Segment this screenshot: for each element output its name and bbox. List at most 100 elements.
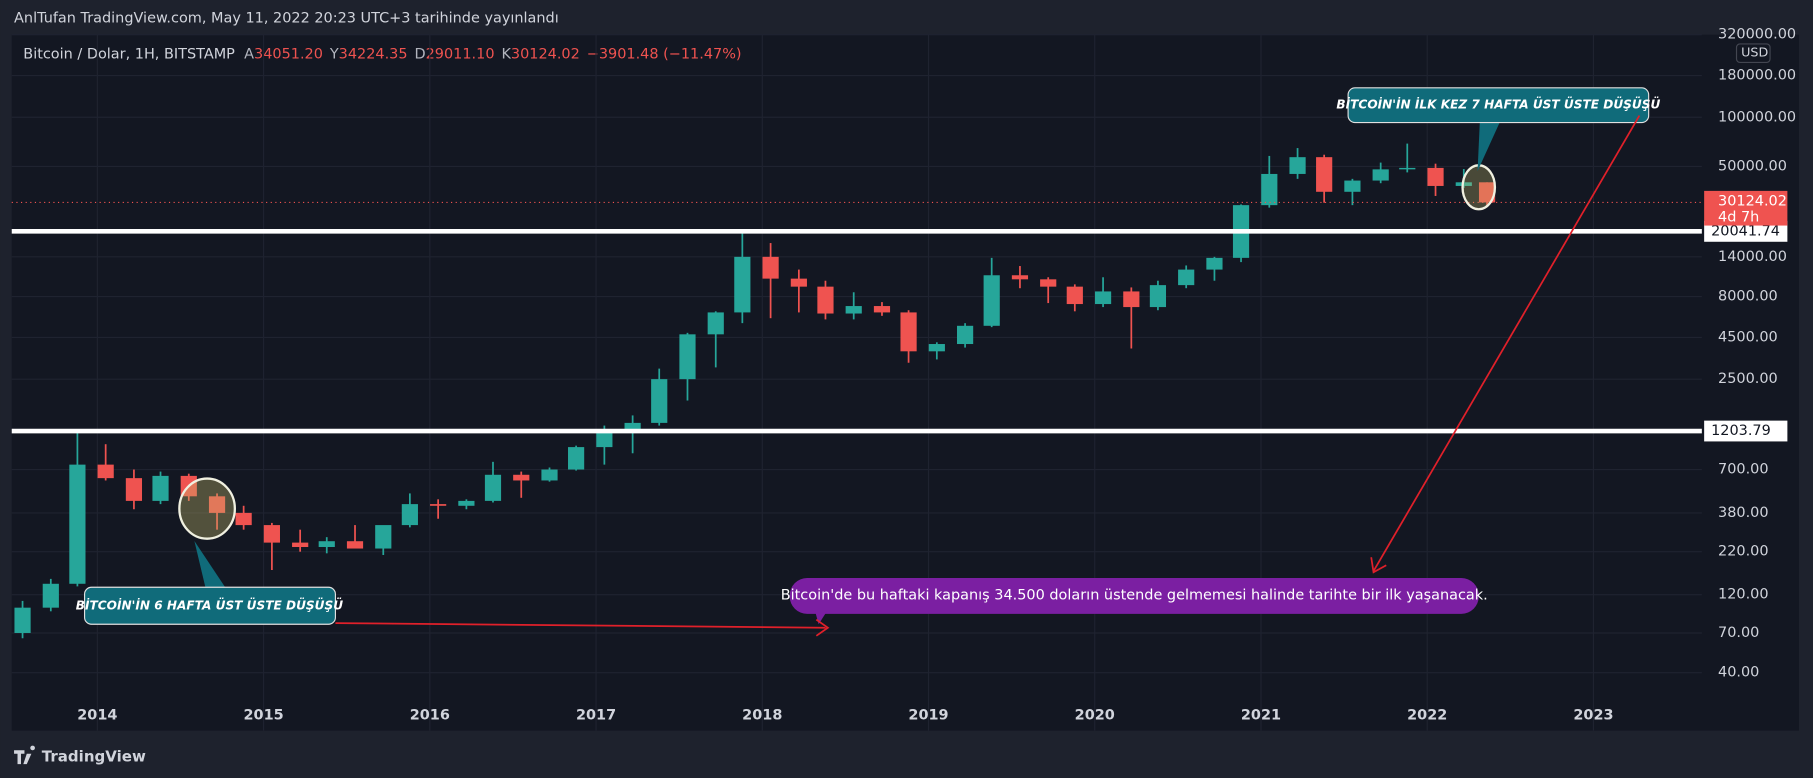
candle-body [375, 525, 392, 549]
symbol: Bitcoin / Dolar, 1H, BITSTAMP A34051.20 Y3… [23, 46, 741, 62]
candle-body [817, 286, 834, 314]
candle-body [568, 447, 585, 470]
callout-text: BİTCOİN'İN 6 HAFTA ÜST ÜSTE DÜŞÜŞÜ [76, 597, 344, 612]
candle-body [1094, 291, 1112, 305]
symbol-name: Bitcoin / Dolar, 1H, BITSTAMP [23, 46, 235, 62]
price-tag [1704, 420, 1788, 442]
y-tick-label: 380.00 [1718, 505, 1769, 521]
logo: TradingView [14, 745, 146, 766]
candle-body [97, 464, 114, 479]
y-tick-label: 50000.00 [1718, 158, 1787, 174]
candle-body [1427, 167, 1444, 186]
candle-body [208, 496, 226, 513]
candle-body [1261, 173, 1278, 206]
y-tick-label: 70.00 [1718, 625, 1759, 641]
ohlc-key: Y [329, 46, 339, 62]
y-tick-label: 4500.00 [1718, 329, 1778, 345]
countdown: 4d 7h [1718, 209, 1759, 225]
change: −3901.48 (−11.47%) [587, 46, 742, 62]
y-tick-label: 320000.00 [1718, 27, 1796, 43]
y-tick-label: 700.00 [1718, 462, 1769, 478]
candle-body [430, 504, 447, 506]
candle-body [1478, 182, 1496, 203]
candle-body [152, 475, 169, 501]
candle-body [651, 379, 668, 423]
arrow-head [815, 618, 830, 637]
candle-body [957, 325, 974, 345]
callout-box [83, 586, 337, 625]
candle-body [928, 344, 945, 352]
candle-body [346, 541, 364, 549]
y-tick-label: 220.00 [1718, 544, 1769, 560]
x-tick-label: 2018 [742, 708, 782, 724]
y-tick-label: 2500.00 [1718, 371, 1778, 387]
x-tick-label: 2021 [1241, 708, 1281, 724]
ohlc-key: K [501, 46, 511, 62]
currency: USD [1741, 45, 1768, 60]
callout-box [1347, 87, 1650, 124]
candle-body [790, 278, 807, 287]
note-box [789, 578, 1479, 614]
ohlc-value: 34051.20 [254, 46, 323, 62]
candle-body [1040, 279, 1057, 287]
x-tick-label: 2023 [1573, 708, 1613, 724]
candle-body [624, 422, 641, 432]
x-tick-label: 2016 [410, 708, 450, 724]
candle-body [1066, 286, 1083, 305]
candle-body [845, 306, 862, 314]
y-tick-label: 120.00 [1718, 587, 1769, 603]
y-tick-label: 14000.00 [1718, 249, 1787, 265]
ohlc-value: 34224.35 [339, 46, 408, 62]
candle-body [1344, 180, 1361, 192]
ohlc-key: A [244, 46, 254, 62]
candle-body [1372, 169, 1389, 181]
x-tick-label: 2017 [576, 708, 616, 724]
price-tag-label: 20041.74 [1711, 223, 1780, 239]
candle-body [1123, 291, 1140, 308]
y-tick-label: 100000.00 [1718, 109, 1796, 125]
candle-body [1206, 257, 1223, 270]
x-tick-label: 2014 [77, 708, 117, 724]
note-text: Bitcoin'de bu haftaki kapanış 34.500 dol… [781, 587, 1488, 603]
candle-body [1289, 157, 1306, 174]
candle-body [679, 334, 696, 380]
y-tick-label: 180000.00 [1718, 68, 1796, 84]
candle-body [1178, 269, 1195, 286]
logo-mark [14, 745, 35, 765]
ohlc-value: 29011.10 [426, 46, 495, 62]
highlight-circle [178, 477, 237, 540]
callout-tail [1477, 120, 1501, 172]
candle-body [401, 504, 418, 526]
candle-body [125, 478, 143, 501]
currency-box [1735, 43, 1771, 64]
arrow [335, 622, 826, 629]
candle-body [235, 512, 252, 526]
price-tag-label: 1203.79 [1711, 423, 1771, 439]
candle-body [42, 583, 59, 608]
publisher: AnlTufan TradingView.com, May 11, 2022 2… [14, 10, 559, 26]
annotations: BİTCOİN'İN İLK KEZ 7 HAFTA ÜST ÜSTE DÜŞÜ… [76, 87, 1660, 637]
last-price-label: 30124.02 [1718, 193, 1787, 209]
candle-body [1399, 167, 1416, 170]
candle-body [458, 500, 475, 506]
candle-body [513, 474, 530, 481]
arrow-head [1370, 557, 1387, 574]
candle-body [983, 275, 1000, 326]
highlight-circle [1461, 164, 1497, 211]
candle-body [596, 431, 613, 448]
arrow [1372, 115, 1641, 572]
candle-body [734, 256, 751, 313]
x-tick-label: 2020 [1075, 708, 1115, 724]
candle-body [69, 464, 86, 584]
x-tick-label: 2022 [1407, 708, 1447, 724]
candle-body [292, 542, 309, 548]
candle-body [707, 312, 724, 335]
callout-text: BİTCOİN'İN İLK KEZ 7 HAFTA ÜST ÜSTE DÜŞÜ… [1336, 97, 1660, 112]
candle-body [318, 541, 335, 548]
ohlc-key: D [415, 46, 426, 62]
candle-body [263, 525, 280, 543]
brand: TradingView [42, 748, 146, 766]
candle-body [14, 607, 31, 633]
